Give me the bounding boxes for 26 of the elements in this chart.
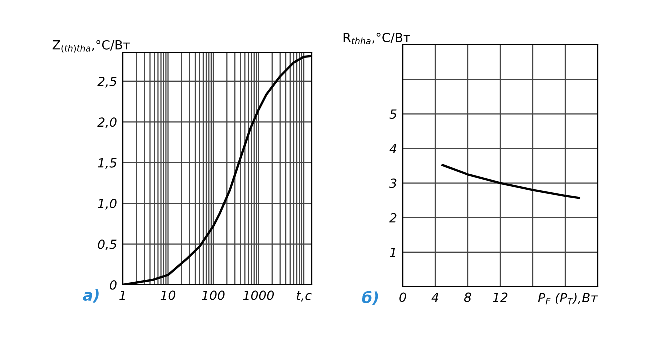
y-tick-label: 1,5 [98,158,117,170]
line-series [442,164,580,200]
y-tick-label: 1 [390,248,396,258]
x-tick-label: 4 [432,292,439,302]
x-tick-label: 1 [120,290,126,300]
y-tick-label: 5 [390,110,397,120]
y-tick-label: 2 [390,213,397,223]
y-axis-title: Z$_{(th)tha}$,°C/Вт [52,40,130,53]
y-tick-label: 2,0 [98,118,117,128]
text: б) [362,291,378,306]
x-tick-label: 10 [160,290,176,300]
x-tick-label: 100 [202,290,225,300]
x-tick-label: 0 [400,292,406,302]
y-tick-label: 0 [110,280,117,290]
x-axis-title: P$_{F}$ (P$_{T}$),Вт [538,293,598,305]
y-tick-label: 4 [390,144,397,154]
x-axis-title: t,c [297,292,312,302]
x-tick-label: 12 [493,292,508,302]
y-tick-label: 1,0 [98,199,117,210]
y-tick-label: 3 [390,178,397,188]
x-tick-label: 1000 [243,290,274,300]
y-tick-label: 2,5 [98,76,117,88]
y-axis-title: R$_{thha}$,°C/Вт [344,33,410,44]
y-tick-label: 0,5 [98,240,117,250]
text: а) [83,289,99,303]
x-tick-label: 8 [464,292,472,302]
